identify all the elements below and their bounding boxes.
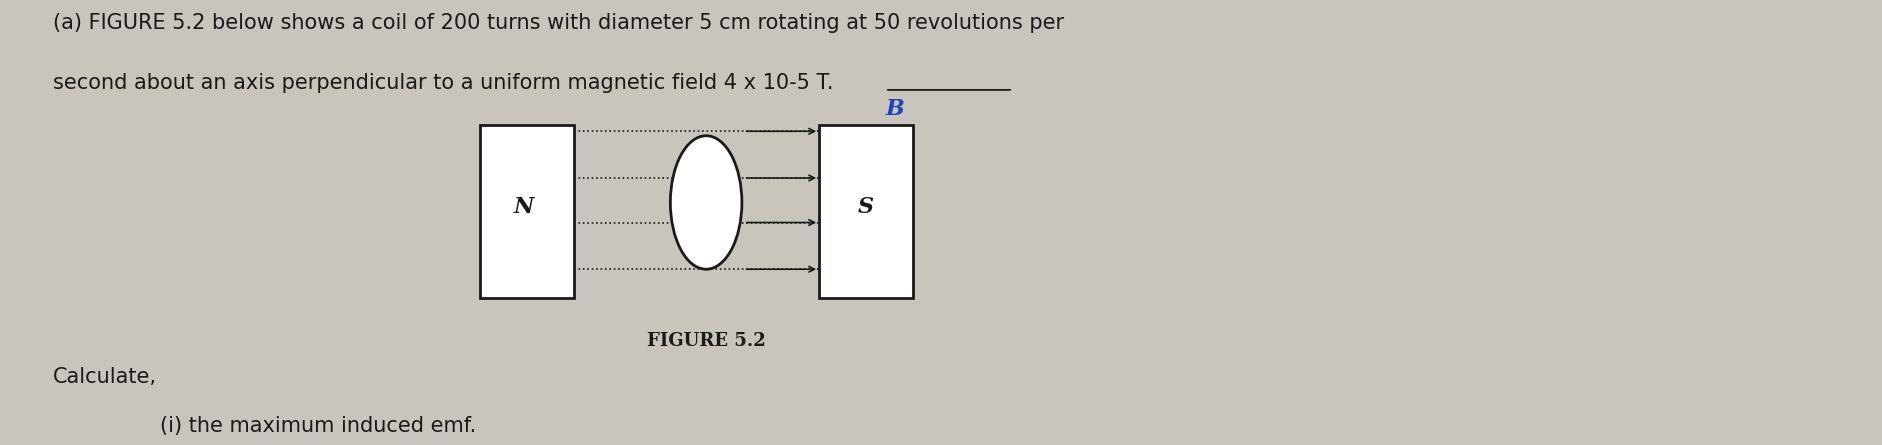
Text: Calculate,: Calculate, [53, 367, 156, 387]
Text: FIGURE 5.2: FIGURE 5.2 [646, 332, 766, 349]
Text: S: S [858, 196, 873, 218]
Text: B: B [885, 98, 903, 120]
Text: N: N [514, 196, 533, 218]
Ellipse shape [670, 136, 742, 269]
Bar [480, 125, 574, 298]
Text: (i) the maximum induced emf.: (i) the maximum induced emf. [160, 416, 476, 436]
Text: (a) FIGURE 5.2 below shows a coil of 200 turns with diameter 5 cm rotating at 50: (a) FIGURE 5.2 below shows a coil of 200… [53, 13, 1063, 33]
Bar [819, 125, 913, 298]
Text: second about an axis perpendicular to a uniform magnetic field 4 x 10-5 T.: second about an axis perpendicular to a … [53, 73, 832, 93]
